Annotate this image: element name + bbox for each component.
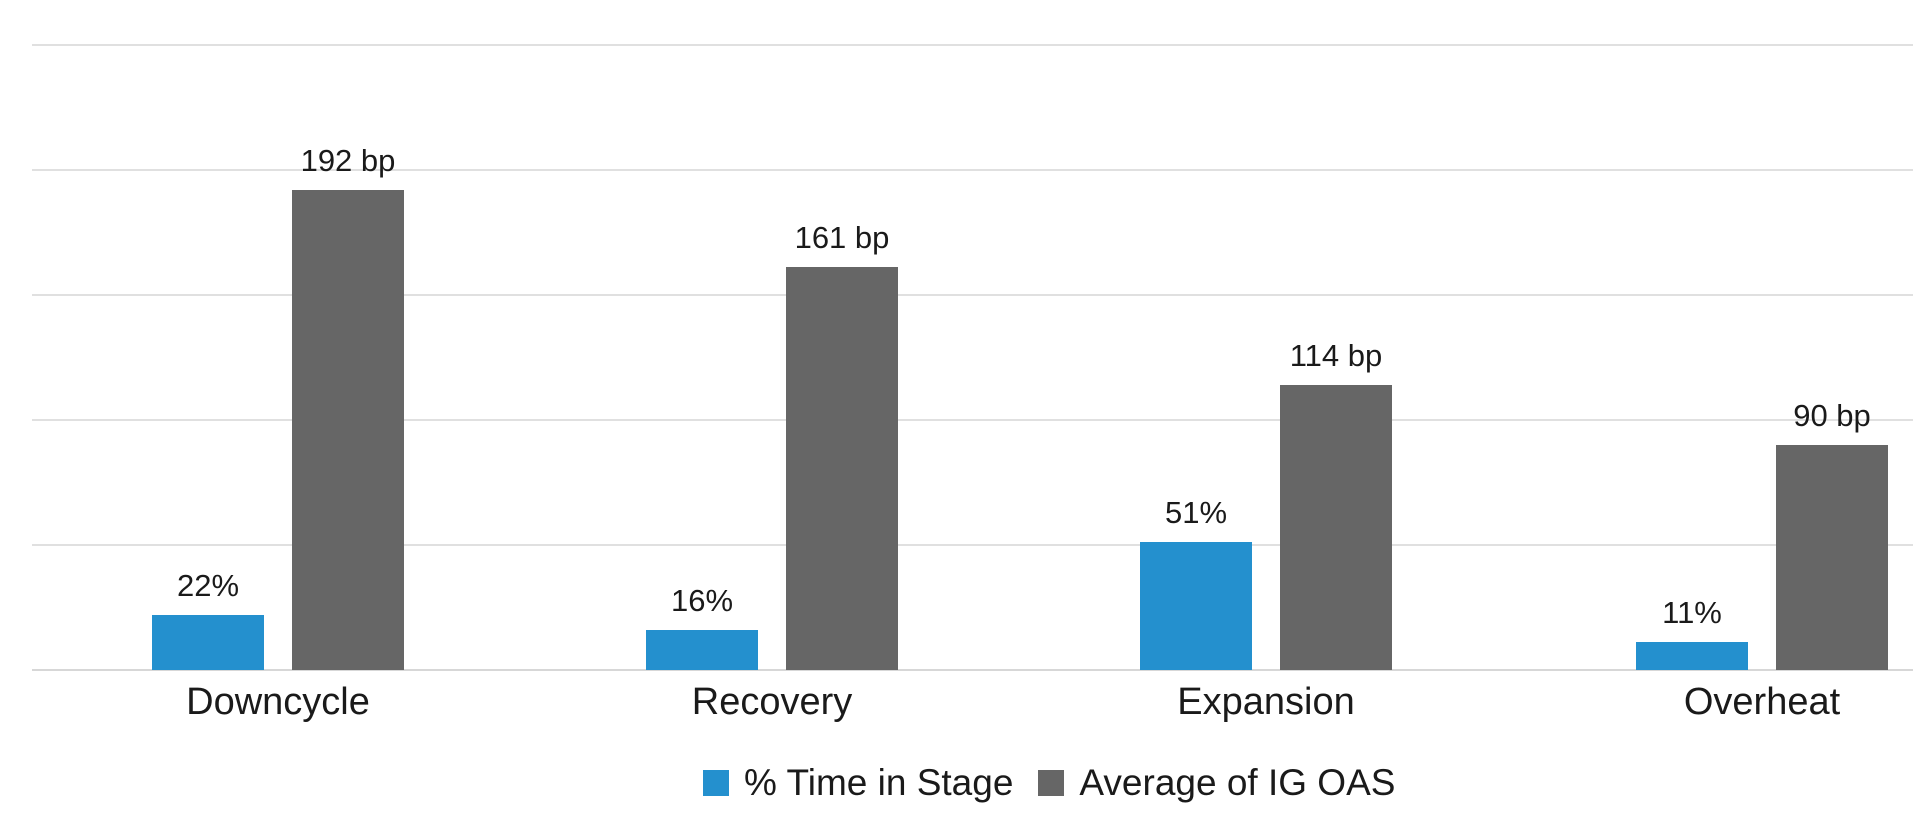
category-label-expansion: Expansion [1177, 681, 1355, 723]
bar-ig-oas-expansion [1280, 385, 1392, 670]
legend-label: % Time in Stage [744, 762, 1014, 803]
bar-label-pct-time-overheat: 11% [1662, 594, 1722, 630]
legend-swatch-icon [1038, 770, 1065, 796]
gridline [32, 419, 1913, 421]
bar-ig-oas-recovery [786, 267, 898, 670]
gridline [32, 169, 1913, 171]
legend-item-ig-oas: Average of IG OAS [1038, 762, 1395, 804]
category-label-overheat: Overheat [1683, 681, 1841, 723]
bar-ig-oas-overheat [1776, 445, 1888, 670]
x-axis-line [32, 669, 1913, 671]
chart-legend: % Time in Stage Average of IG OAS [703, 762, 1395, 804]
legend-swatch-icon [703, 770, 729, 796]
bar-ig-oas-downcycle [292, 190, 404, 670]
gridline [32, 544, 1913, 546]
bar-pct-time-overheat [1636, 642, 1748, 670]
bar-label-pct-time-downcycle: 22% [176, 567, 240, 603]
legend-item-pct-time: % Time in Stage [703, 762, 1013, 804]
legend-label: Average of IG OAS [1079, 762, 1396, 803]
bar-pct-time-expansion [1140, 542, 1252, 670]
category-label-downcycle: Downcycle [186, 681, 370, 723]
bar-label-ig-oas-recovery: 161 bp [794, 219, 890, 255]
category-label-recovery: Recovery [691, 681, 853, 723]
bar-label-ig-oas-expansion: 114 bp [1289, 337, 1383, 373]
gridline [32, 294, 1913, 296]
bar-label-ig-oas-overheat: 90 bp [1793, 397, 1871, 433]
bar-label-pct-time-expansion: 51% [1164, 494, 1228, 530]
bar-pct-time-downcycle [152, 615, 264, 670]
bar-pct-time-recovery [646, 630, 758, 670]
gridline [32, 44, 1913, 46]
bar-label-pct-time-recovery: 16% [670, 582, 734, 618]
bar-label-ig-oas-downcycle: 192 bp [300, 142, 396, 178]
